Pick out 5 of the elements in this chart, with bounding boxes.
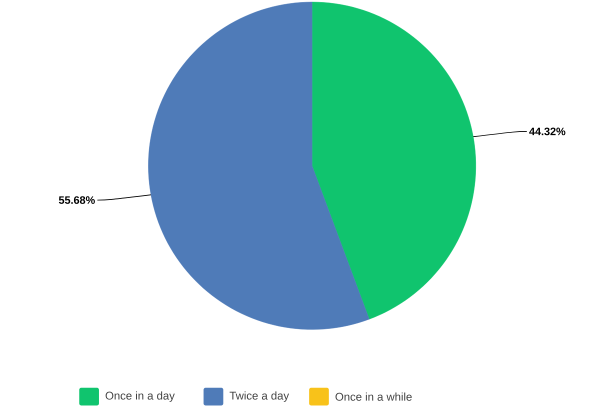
data-label: 55.68%: [58, 196, 95, 204]
legend-label: Once in a while: [336, 392, 412, 401]
legend-label: Twice a day: [230, 391, 290, 402]
data-label: 44.32%: [529, 127, 566, 136]
legend-label: Once in a day: [106, 391, 175, 402]
